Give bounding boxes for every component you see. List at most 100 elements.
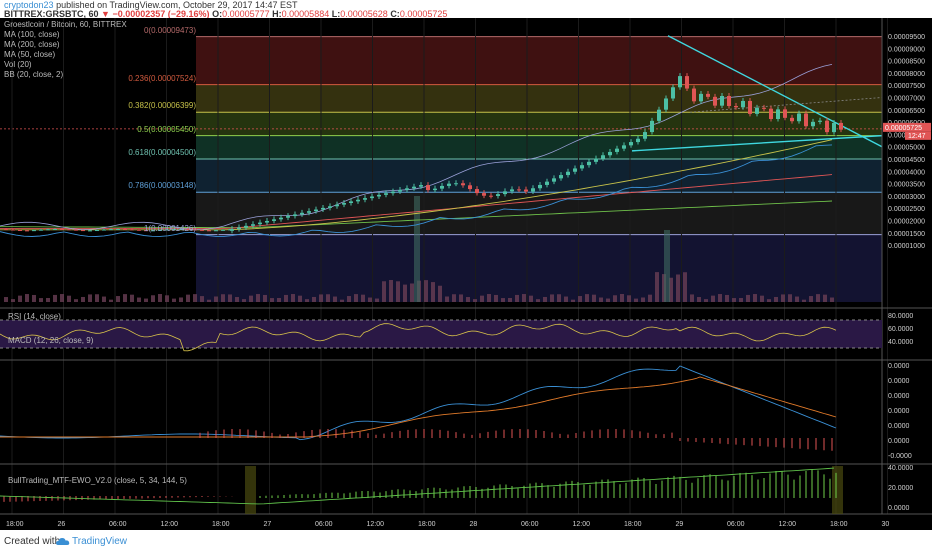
volume-bar	[88, 294, 92, 302]
volume-bar	[522, 294, 526, 302]
candle-body	[447, 183, 451, 186]
candle-body	[629, 142, 633, 146]
volume-bar	[697, 297, 701, 302]
volume-bar	[46, 298, 50, 302]
candle-body	[214, 230, 218, 232]
candle-body	[356, 199, 360, 202]
candle-body	[109, 229, 113, 231]
legend-bb: BB (20, close, 2)	[4, 70, 64, 79]
volume-bar	[396, 281, 400, 302]
footer: Created with TradingView	[0, 530, 932, 550]
author-link[interactable]: cryptodon23	[4, 0, 54, 10]
bb-upper-line	[0, 64, 833, 231]
candle-body	[265, 220, 269, 223]
candle-body	[601, 155, 605, 159]
candle-body	[643, 132, 647, 139]
time-axis-label: 06:00	[109, 521, 127, 528]
candle-body	[200, 229, 204, 231]
volume-bar	[627, 295, 631, 302]
candle-body	[692, 88, 696, 102]
volume-bar	[186, 294, 190, 302]
symbol-ohlc-line: BITTREX:GRSBTC, 60 ▼ −0.00002357 (−29.16…	[4, 10, 447, 19]
fib-zone	[196, 112, 882, 136]
volume-spike	[664, 230, 670, 302]
candle-body	[67, 229, 71, 231]
fib-zone	[196, 234, 882, 302]
volume-bar	[179, 297, 183, 302]
candle-body	[123, 229, 127, 231]
volume-bar	[655, 272, 659, 302]
fib-zone	[196, 36, 882, 85]
candle-body	[678, 76, 682, 88]
candle-body	[825, 120, 829, 133]
candle-body	[468, 185, 472, 190]
candle-body	[116, 229, 120, 231]
candle-body	[307, 211, 311, 213]
volume-bar	[669, 277, 673, 302]
volume-bar	[151, 295, 155, 302]
volume-bar	[760, 295, 764, 302]
time-axis-label: 12:00	[779, 521, 797, 528]
volume-bar	[704, 299, 708, 302]
candle-body	[377, 194, 381, 197]
price-axis-label: 0.00008500	[888, 59, 925, 66]
time-axis-label: 29	[676, 521, 684, 528]
volume-bar	[816, 294, 820, 302]
candle-body	[46, 229, 50, 231]
macd-axis-label: 0.0000	[888, 408, 910, 415]
volume-bar	[256, 294, 260, 302]
volume-bar	[529, 295, 533, 302]
candle-body	[566, 171, 570, 176]
candle-body	[88, 230, 92, 232]
chart-canvas[interactable]: 80.0000 60.0000 40.0000 0.0000 0.0000 0.0000 0…	[0, 18, 932, 530]
volume-bar	[284, 294, 288, 302]
tradingview-brand[interactable]: TradingView	[72, 536, 128, 547]
rsi-axis-label: 40.0000	[888, 339, 913, 346]
volume-bar	[676, 274, 680, 302]
time-axis-label: 12:00	[573, 521, 591, 528]
volume-bar	[487, 294, 491, 302]
volume-bar	[753, 294, 757, 302]
volume-bar	[81, 296, 85, 302]
volume-bar	[172, 298, 176, 302]
candle-body	[286, 216, 290, 218]
time-axis-label: 26	[58, 521, 66, 528]
close-label: C:	[390, 9, 400, 19]
volume-bar	[298, 295, 302, 302]
candle-body	[158, 229, 162, 231]
legend-ma200: MA (200, close)	[4, 40, 60, 49]
volume-bar	[333, 296, 337, 302]
volume-bar	[291, 294, 295, 302]
volume-bar	[599, 297, 603, 302]
candle-body	[74, 229, 78, 231]
rsi-axis-label: 80.0000	[888, 313, 913, 320]
candle-body	[179, 229, 183, 231]
candle-body	[258, 222, 262, 225]
candle-body	[433, 188, 437, 191]
volume-bar	[578, 296, 582, 302]
candle-body	[398, 189, 402, 192]
macd-axis-label: 0.0000	[888, 423, 910, 430]
price-axis-label: 0.00009000	[888, 46, 925, 53]
volume-bar	[263, 294, 267, 302]
chart-area[interactable]: 80.0000 60.0000 40.0000 0.0000 0.0000 0.0000 0…	[0, 18, 932, 530]
volume-bar	[641, 297, 645, 302]
ascending-trendline	[631, 134, 883, 152]
candle-body	[405, 188, 409, 190]
volume-bar	[305, 299, 309, 302]
volume-bar	[340, 299, 344, 302]
volume-bar	[403, 284, 407, 302]
volume-bar	[606, 298, 610, 302]
price-axis-label: 0.00009500	[888, 34, 925, 41]
candle-body	[384, 193, 388, 195]
low-label: L:	[331, 9, 341, 19]
candle-body	[186, 229, 190, 231]
volume-bar	[95, 294, 99, 302]
volume-bar	[788, 294, 792, 302]
volume-bar	[830, 297, 834, 302]
volume-bar	[193, 294, 197, 302]
low-value: 0.00005628	[340, 9, 388, 19]
candle-body	[811, 121, 815, 127]
volume-bar	[795, 296, 799, 302]
volume-bar	[347, 296, 351, 302]
